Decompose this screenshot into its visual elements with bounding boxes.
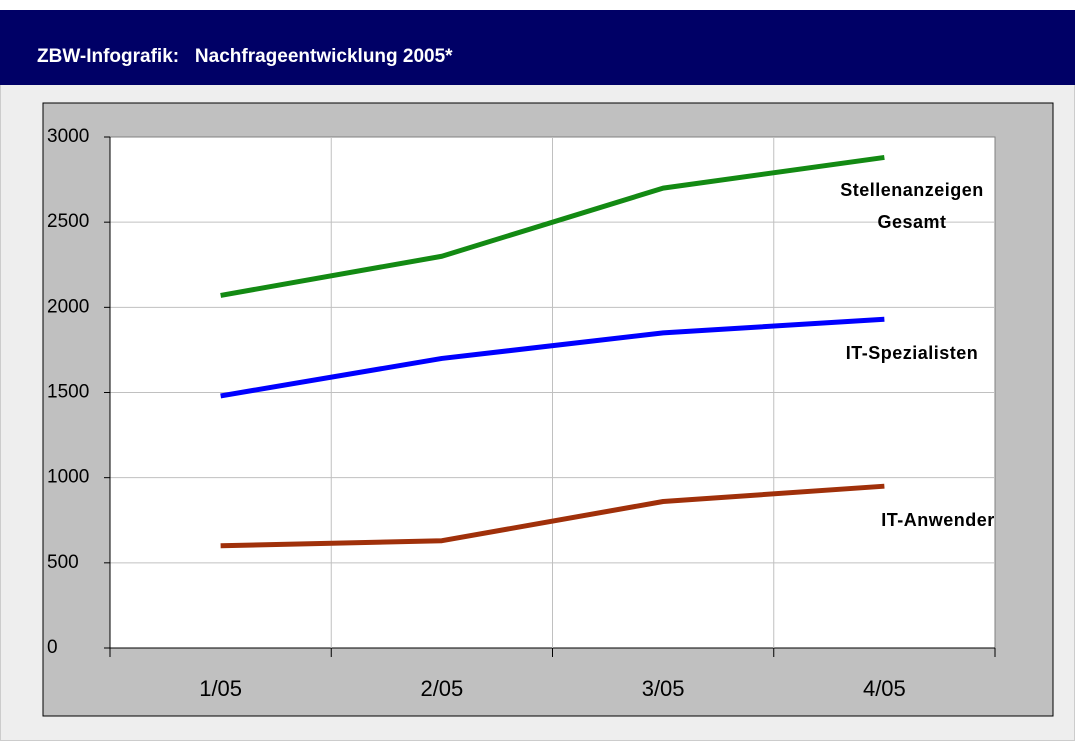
header-bar: ZBW-Infografik: Nachfrageentwicklung 200… [0,10,1075,85]
x-tick-label: 2/05 [420,676,463,701]
x-tick-label: 4/05 [863,676,906,701]
x-tick-label: 3/05 [642,676,685,701]
y-tick-label: 2000 [47,296,89,317]
y-tick-label: 0 [47,637,58,658]
y-tick-label: 3000 [47,126,89,147]
line-series [220,483,885,549]
series-label: Stellenanzeigen Gesamt [840,180,984,232]
line-series [220,316,885,399]
series-label: IT-Anwender [881,510,995,530]
y-tick-label: 1500 [47,382,89,403]
series-label: IT-Spezialisten [845,343,979,363]
x-tick-label: 1/05 [199,676,242,701]
chart-title: ZBW-Infografik: Nachfrageentwicklung 200… [37,46,453,67]
y-tick-label: 1000 [47,467,89,488]
y-tick-label: 2500 [47,211,89,232]
line-series [220,154,885,298]
y-tick-label: 500 [47,552,79,573]
